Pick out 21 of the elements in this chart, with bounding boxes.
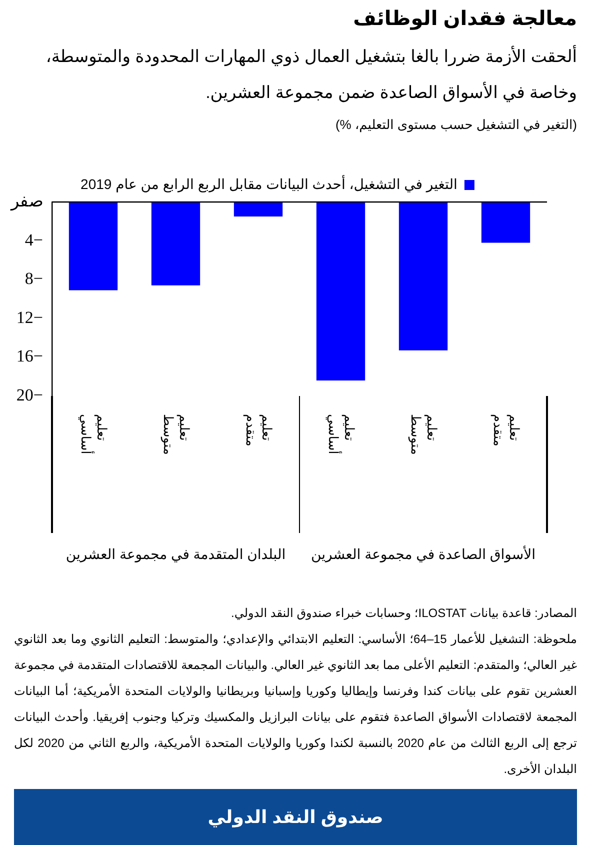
y-axis-title: (التغير في التشغيل حسب مستوى التعليم، %): [334, 117, 577, 133]
y-tick-label: 20−: [16, 385, 43, 404]
x-tick-label: تعليم متوسط: [160, 414, 192, 455]
text: الأسواق الصاعدة في مجموعة العشرين: [310, 544, 536, 563]
text: صندوق النقد الدولي: [14, 789, 577, 845]
text: ملحوظة: التشغيل للأعمار 15–64؛ الأساسي: التعليم الابتدائي والإعدادي؛ والمتوسط: التعليم الثانوي وما بعد الثانوي غير العالي؛ والمتقدم: التعليم الأعلى مما بعد الثانوي غير العالي. والبيانات المجمعة للاقتصادات المتقدمة في مجموعة العشرين تقوم على بيانات كندا وفرنسا وإيطاليا وكوريا وإسبانيا وبريطانيا والولايات المتحدة الأمريكية؛ أما البيانات المجمعة لاقتصادات الأسواق الصاعدة فتقوم على بيانات البرازيل والمكسيك وتركيا وجنوب إفريقيا. وأحدث البيانات ترجع إلى الربع الثالث من عام 2020 بالنسبة لكندا وكوريا والولايات المتحدة الأمريكية، والربع الثاني من 2020 لكل البلدان الأخرى.: [14, 630, 577, 778]
y-tick-label: صفر: [10, 191, 43, 212]
x-tick-label: تعليم متوسط: [408, 414, 440, 455]
x-tick-label: تعليم أساسي: [78, 414, 110, 454]
y-tick-label: 4−: [24, 230, 43, 250]
text: المصادر: قاعدة بيانات ILOSTAT؛ وحسابات خبراء صندوق النقد الدولي.: [230, 605, 577, 622]
text: البلدان المتقدمة في مجموعة العشرين: [66, 546, 286, 563]
x-tick-label: تعليم متقدم: [242, 414, 275, 446]
y-tick-label: 12−: [16, 308, 43, 327]
chart-title: معالجة فقدان الوظائف: [352, 7, 577, 31]
x-tick-label: تعليم متقدم: [490, 414, 522, 446]
legend-label: التغير في التشغيل، أحدث البيانات مقابل الربع الرابع من عام 2019: [80, 174, 458, 193]
chart-subtitle: ألحقت الأزمة ضررا بالغا بتشغيل العمال ذوي المهارات المحدودة والمتوسطة، وخاصة في الأسواق الصاعدة ضمن مجموعة العشرين.: [44, 44, 577, 104]
y-tick-label: 16−: [16, 346, 43, 366]
x-tick-label: تعليم أساسي: [325, 414, 358, 454]
y-tick-label: 8−: [24, 269, 43, 288]
